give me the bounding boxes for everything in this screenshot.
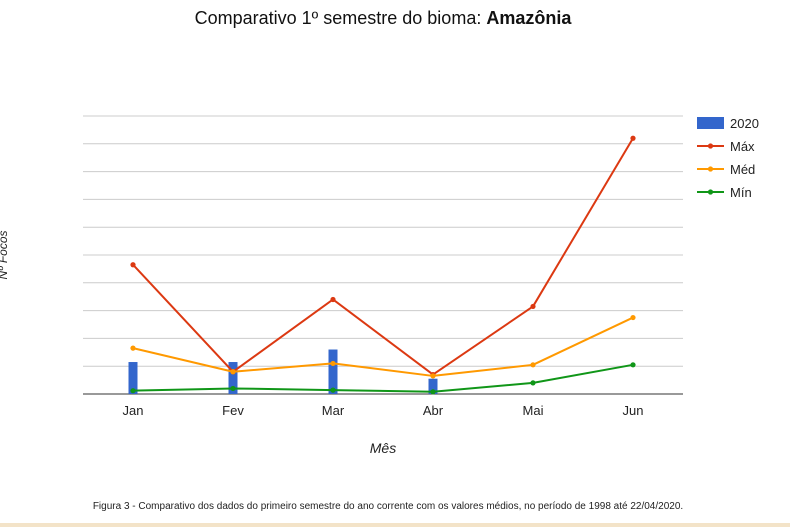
bar-2020-fev	[228, 362, 238, 394]
chart-title-bold: Amazônia	[486, 8, 572, 28]
line-series-1	[132, 137, 634, 376]
point-2-mar	[330, 360, 336, 367]
line-series-layer	[130, 135, 636, 395]
point-3-mai	[530, 380, 536, 386]
x-tick-label: Abr	[423, 403, 444, 418]
gridlines	[83, 115, 683, 395]
x-tick-label: Mar	[322, 403, 345, 418]
point-2-abr	[430, 373, 436, 379]
x-tick-label: Jan	[123, 403, 144, 418]
point-3-mar	[330, 387, 336, 393]
legend-label: 2020	[730, 116, 759, 131]
point-1-mar	[330, 296, 336, 303]
bar-series-layer	[128, 349, 438, 394]
figure-caption: Figura 3 - Comparativo dos dados do prim…	[92, 501, 684, 512]
legend-label: Mín	[730, 185, 752, 200]
point-2-jan	[130, 345, 136, 351]
chart-title: Comparativo 1º semestre do bioma: Amazôn…	[0, 8, 766, 29]
legend-swatch-point	[707, 166, 714, 172]
page-bottom-rule	[0, 523, 790, 527]
bar-2020-abr	[428, 378, 438, 394]
line-series-2	[132, 316, 634, 377]
x-axis-title: Mês	[370, 440, 396, 456]
point-2-jun	[630, 314, 636, 321]
legend: 2020 Máx Méd Mín	[697, 116, 759, 200]
bar-2020-mar	[328, 349, 338, 394]
legend-label: Méd	[730, 162, 755, 177]
chart-title-prefix: Comparativo 1º semestre do bioma:	[194, 8, 487, 28]
legend-swatch-point	[707, 189, 714, 195]
point-3-jun	[630, 362, 636, 368]
point-3-fev	[230, 385, 236, 392]
legend-label: Máx	[730, 139, 755, 154]
x-tick-labels: Jan Fev Mar Abr Mai Jun	[123, 403, 644, 418]
legend-swatch-point	[707, 143, 714, 149]
point-1-jan	[130, 262, 136, 268]
legend-swatch	[697, 117, 724, 129]
x-tick-label: Mai	[523, 403, 544, 418]
point-1-jun	[630, 135, 636, 141]
point-3-jan	[130, 388, 136, 394]
x-tick-label: Fev	[222, 403, 244, 418]
point-1-mai	[530, 303, 536, 310]
y-axis-title: Nº Focos	[0, 230, 10, 279]
bar-2020-jan	[128, 362, 138, 394]
point-2-fev	[230, 369, 236, 375]
point-2-mai	[530, 362, 536, 368]
point-3-abr	[430, 389, 436, 395]
x-tick-label: Jun	[623, 403, 644, 418]
line-series-3	[132, 363, 634, 393]
